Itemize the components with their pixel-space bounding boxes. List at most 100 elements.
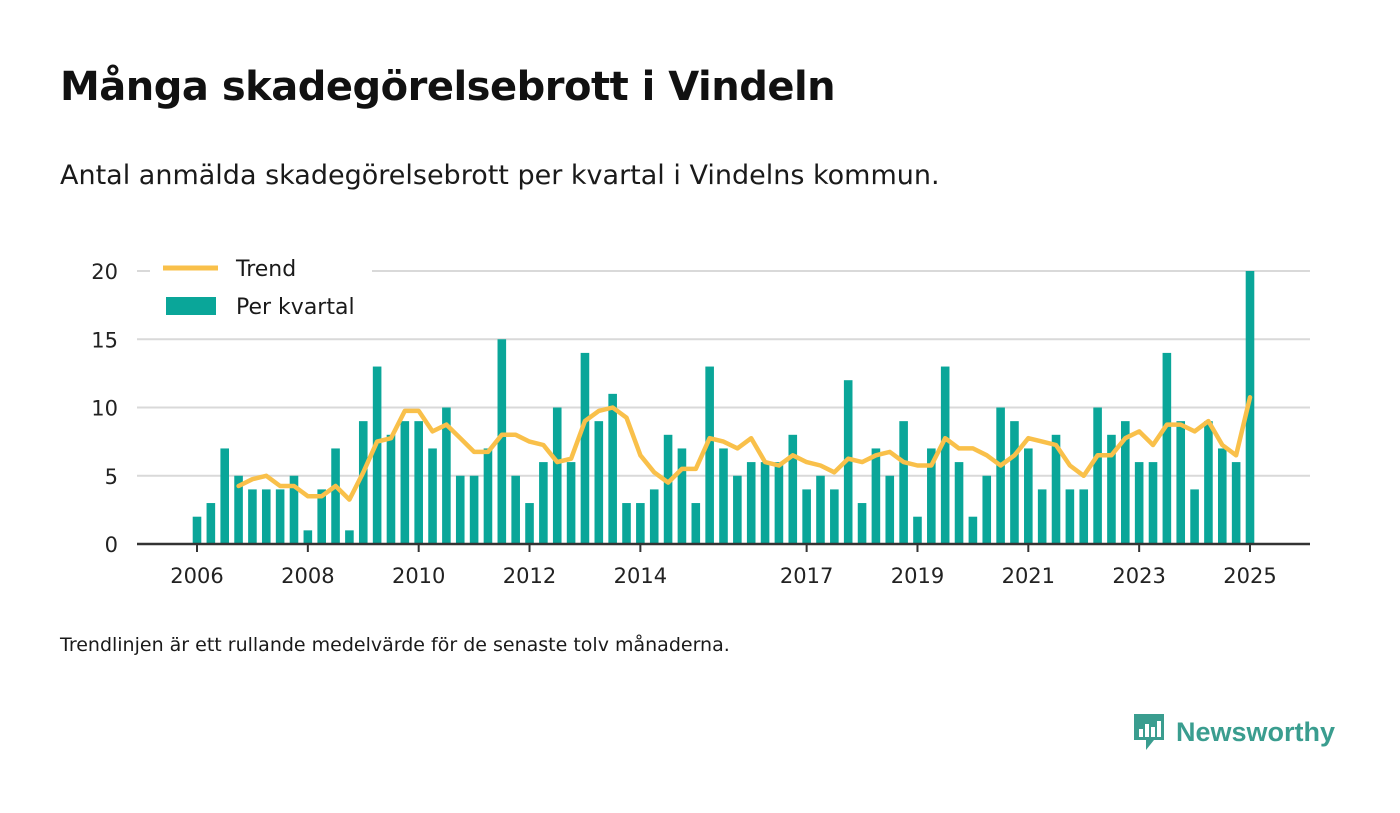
bar <box>843 380 853 544</box>
bar <box>1148 462 1158 544</box>
bar <box>261 489 271 544</box>
bar <box>1093 407 1102 544</box>
bar <box>927 448 936 544</box>
bar <box>1204 421 1213 544</box>
bar <box>885 475 895 544</box>
x-tick-label: 2006 <box>170 564 223 588</box>
bar-series-per-kvartal <box>192 271 1255 544</box>
bar <box>248 489 257 544</box>
bar <box>275 489 285 544</box>
bar <box>940 366 950 544</box>
bar <box>220 448 230 544</box>
bar <box>1037 489 1047 544</box>
legend-label-per-kvartal: Per kvartal <box>236 295 355 320</box>
bar <box>760 462 770 544</box>
bar <box>663 434 673 544</box>
bar <box>511 475 520 544</box>
bar <box>774 462 784 544</box>
bar <box>1024 448 1033 544</box>
bar <box>289 475 299 544</box>
bar <box>206 503 216 544</box>
bar <box>1217 448 1227 544</box>
legend-bar-swatch <box>166 297 216 315</box>
bar <box>1065 489 1075 544</box>
bar <box>608 393 617 544</box>
y-axis-tick-labels: 0 5 10 15 20 <box>91 260 118 557</box>
bar <box>303 530 313 544</box>
bar <box>469 475 479 544</box>
bar <box>539 462 548 544</box>
bar <box>871 448 881 544</box>
bar <box>1231 462 1241 544</box>
bar <box>1245 271 1255 544</box>
y-tick-label: 10 <box>91 397 118 421</box>
chart-title: Många skadegörelsebrott i Vindeln <box>60 64 836 110</box>
x-tick-label: 2014 <box>614 564 667 588</box>
bar <box>691 503 701 544</box>
bar <box>968 516 978 544</box>
bar <box>788 434 798 544</box>
bar <box>830 489 839 544</box>
x-tick-label: 2019 <box>891 564 944 588</box>
bar <box>622 503 631 544</box>
bar-chart-speech-bubble-icon <box>1134 714 1164 750</box>
bar <box>580 352 590 544</box>
bar <box>552 407 562 544</box>
bar <box>996 407 1005 544</box>
bar <box>566 462 576 544</box>
bar <box>733 475 742 544</box>
bar <box>428 448 437 544</box>
brand-name: Newsworthy <box>1176 716 1336 747</box>
x-tick-label: 2021 <box>1002 564 1055 588</box>
x-tick-label: 2010 <box>392 564 445 588</box>
x-tick-label: 2012 <box>503 564 556 588</box>
y-tick-label: 0 <box>105 533 118 557</box>
bar <box>483 448 493 544</box>
bar <box>802 489 811 544</box>
brand-logo: Newsworthy <box>1132 710 1335 754</box>
legend-background <box>150 252 372 328</box>
bar <box>746 462 756 544</box>
y-tick-label: 20 <box>91 260 118 284</box>
legend: Trend Per kvartal <box>150 252 372 328</box>
y-tick-label: 5 <box>105 465 118 489</box>
bar <box>913 516 922 544</box>
bar <box>1162 352 1172 544</box>
chart-subtitle: Antal anmälda skadegörelsebrott per kvar… <box>60 160 940 191</box>
bar <box>455 475 465 544</box>
x-tick-label: 2025 <box>1223 564 1276 588</box>
legend-label-trend: Trend <box>235 257 296 282</box>
bar <box>234 475 243 544</box>
bar <box>1107 434 1116 544</box>
bar <box>649 489 659 544</box>
trend-line <box>236 395 1253 502</box>
bar <box>705 366 714 544</box>
bar <box>1121 421 1130 544</box>
bar <box>1010 421 1019 544</box>
bar <box>358 421 368 544</box>
bar <box>954 462 964 544</box>
x-axis-tick-labels: 2006 2008 2010 2012 2014 2017 2019 2021 2023 2025 <box>137 542 1310 588</box>
bar <box>192 516 202 544</box>
bar <box>317 489 326 544</box>
bar <box>1051 434 1061 544</box>
bar <box>331 448 340 544</box>
bar <box>719 448 728 544</box>
bar <box>414 421 423 544</box>
x-tick-label: 2023 <box>1112 564 1165 588</box>
chart-area: 0 5 10 15 20 2006 2008 2010 2012 2014 2017 2019 202… <box>91 252 1310 588</box>
x-tick-label: 2017 <box>780 564 833 588</box>
bar <box>525 503 534 544</box>
bar <box>857 503 867 544</box>
bar <box>497 339 507 544</box>
x-tick-label: 2008 <box>281 564 334 588</box>
bar <box>816 475 825 544</box>
bar <box>400 421 410 544</box>
bar <box>636 503 645 544</box>
bar <box>345 530 354 544</box>
bar <box>677 448 687 544</box>
bar <box>442 407 451 544</box>
bar <box>386 434 396 544</box>
footnote: Trendlinjen är ett rullande medelvärde f… <box>60 634 730 656</box>
line-series-trend <box>236 395 1253 502</box>
